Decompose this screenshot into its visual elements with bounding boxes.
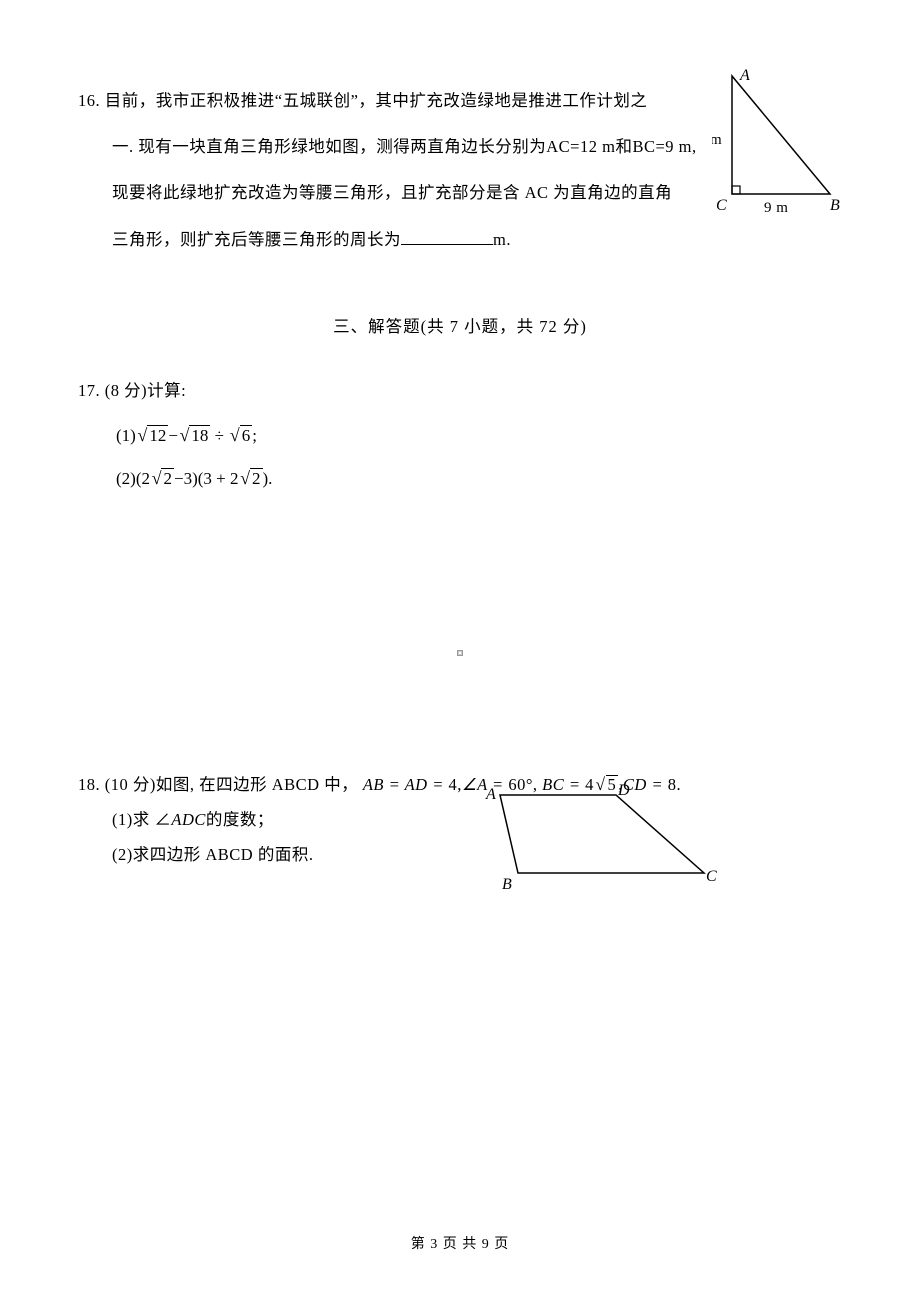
- p16-label-C: C: [716, 197, 727, 214]
- p16-label-B: B: [830, 197, 840, 214]
- p16-line4a: 三角形，则扩充后等腰三角形的周长为: [112, 230, 401, 249]
- p16-side-CB: 9 m: [764, 200, 788, 216]
- p17-s2-label: (2): [116, 469, 136, 488]
- p16-line2b: AC=12 m: [546, 137, 615, 156]
- p17-s2-sqrt1: 2: [150, 468, 174, 489]
- problem-16-text: 16. 目前，我市正积极推进“五城联创”，其中扩充改造绿地是推进工作计划之 一.…: [78, 78, 712, 263]
- p18-q1-tail: 的度数；: [206, 810, 274, 829]
- p16-line3: 现要将此绿地扩充改造为等腰三角形，且扩充部分是含 AC 为直角边的直角: [112, 183, 672, 202]
- p17-s1-op1: −: [168, 426, 178, 445]
- p17-sub1: (1)12−18 ÷ 6;: [116, 425, 842, 446]
- p18-q1-var: ADC: [171, 810, 206, 829]
- problem-18: 18. (10 分)如图, 在四边形 ABCD 中， AB = AD = 4,∠…: [78, 767, 842, 873]
- p16-blank: [401, 226, 493, 244]
- p17-s2-a1: 2: [142, 469, 151, 488]
- problem-17-head: 17. (8 分)计算:: [78, 377, 842, 401]
- p18-label-C: C: [706, 868, 717, 885]
- page-footer: 第 3 页 共 9 页: [0, 1233, 920, 1253]
- p18-figure: A D C B: [478, 783, 728, 908]
- p17-s2-op1: −: [174, 469, 184, 488]
- p16-triangle-svg: A C B 12m 9 m: [712, 66, 842, 216]
- problem-16: 16. 目前，我市正积极推进“五城联创”，其中扩充改造绿地是推进工作计划之 一.…: [78, 78, 842, 263]
- p16-triangle: [732, 76, 830, 194]
- p17-s1-tail: ;: [252, 426, 257, 445]
- p17-s2-tail: .: [268, 469, 272, 488]
- p17-s1-label: (1): [116, 426, 136, 445]
- p18-label-B: B: [502, 876, 512, 893]
- p16-line2c: 和: [615, 137, 632, 156]
- p17-s2-sqrt2: 2: [239, 468, 263, 489]
- p17-s1-op2: ÷: [210, 426, 228, 445]
- section-3-header: 三、解答题(共 7 小题，共 72 分): [78, 313, 842, 337]
- p16-line2d: BC=9 m,: [632, 137, 696, 156]
- p17-s1-sqrt1: 12: [136, 425, 168, 446]
- p17-s1-sqrt3: 6: [228, 425, 252, 446]
- p16-line4b: m.: [493, 230, 511, 249]
- p16-line2a: 一. 现有一块直角三角形绿地如图，测得两直角边长分别为: [112, 137, 546, 156]
- p16-right-angle-icon: [732, 186, 740, 194]
- p18-label-A: A: [485, 786, 496, 803]
- p18-quad-svg: A D C B: [478, 783, 728, 895]
- p18-quadrilateral: [500, 795, 704, 873]
- center-marker-icon: [457, 650, 463, 656]
- p16-line1: 目前，我市正积极推进“五城联创”，其中扩充改造绿地是推进工作计划之: [105, 91, 648, 110]
- page-content: 16. 目前，我市正积极推进“五城联创”，其中扩充改造绿地是推进工作计划之 一.…: [0, 0, 920, 872]
- p18-head-a: 18. (10 分)如图, 在四边形 ABCD 中，: [78, 775, 358, 794]
- p17-sub2: (2)(22−3)(3 + 22).: [116, 468, 842, 489]
- p17-s1-sqrt2: 18: [178, 425, 210, 446]
- p16-side-AC: 12m: [712, 132, 722, 148]
- p17-s2-a3: 3 + 2: [203, 469, 238, 488]
- p18-q2-text: (2)求四边形 ABCD 的面积.: [112, 845, 313, 864]
- p16-label-A: A: [739, 67, 750, 84]
- p17-s2-a2: 3: [184, 469, 193, 488]
- p18-label-D: D: [617, 783, 630, 799]
- p16-number: 16.: [78, 91, 100, 110]
- p18-q1-a: (1)求 ∠: [112, 810, 171, 829]
- p18-AB: AB = AD =: [363, 775, 449, 794]
- p16-figure: A C B 12m 9 m: [712, 66, 842, 234]
- p18-ABval: 4,: [448, 775, 461, 794]
